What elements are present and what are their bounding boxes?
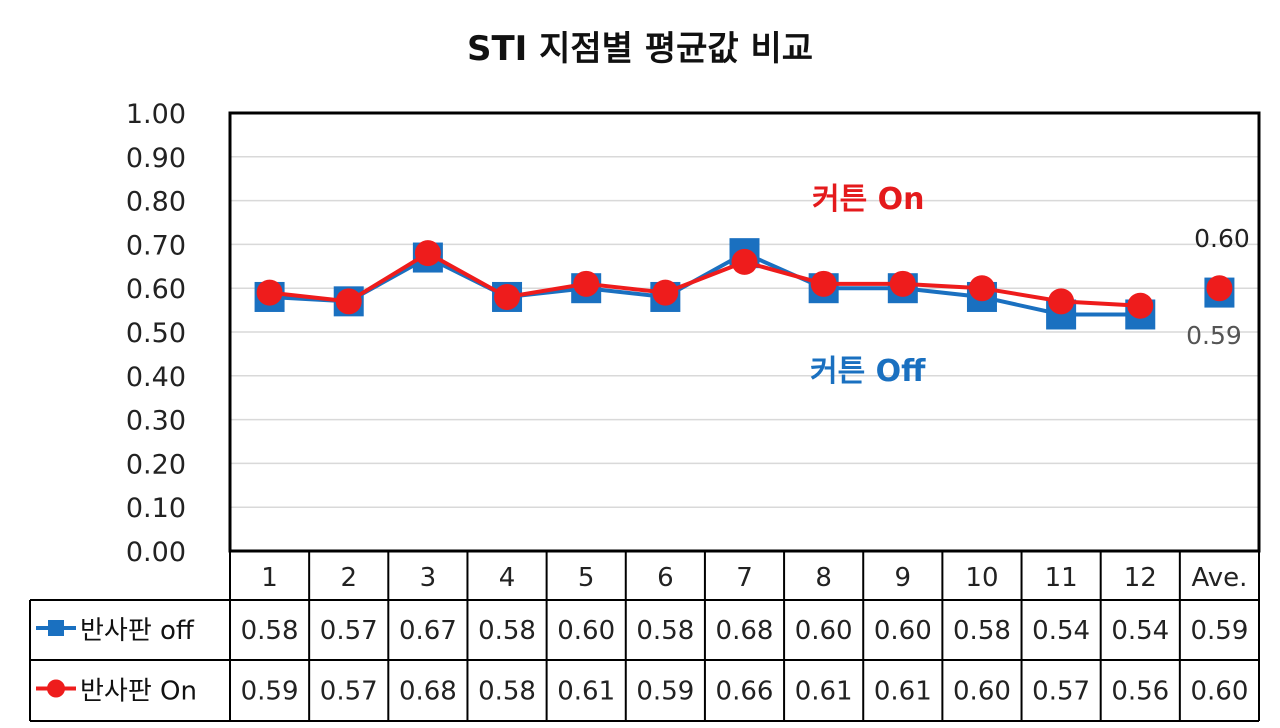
data-point-circle	[494, 283, 521, 310]
table-cell: 0.60	[874, 616, 932, 646]
x-tick-label: 1	[261, 563, 278, 593]
data-point-circle	[731, 248, 758, 275]
data-point-circle	[652, 279, 679, 306]
table-cell: 0.57	[320, 677, 378, 707]
table-cell: 0.58	[478, 616, 536, 646]
table-cell: 0.61	[557, 677, 615, 707]
table-cell: 0.66	[716, 677, 774, 707]
data-point-circle	[335, 288, 362, 315]
table-cell: 0.68	[716, 616, 774, 646]
x-tick-label: 12	[1124, 563, 1157, 593]
ave-on-value-label: 0.60	[1194, 224, 1250, 253]
y-tick-label: 0.10	[126, 493, 186, 524]
table-cell: 0.56	[1111, 677, 1169, 707]
x-tick-label: 3	[420, 563, 437, 593]
table-cell: 0.67	[399, 616, 457, 646]
x-tick-label: 7	[736, 563, 753, 593]
table-cell: 0.58	[241, 616, 299, 646]
x-tick-label: 9	[895, 563, 912, 593]
table-cell: 0.61	[874, 677, 932, 707]
legend-label: 반사판 off	[80, 616, 195, 646]
legend-label: 반사판 On	[80, 677, 197, 707]
data-point-circle	[573, 270, 600, 297]
plot-area-frame	[228, 111, 1261, 553]
data-point-circle	[810, 270, 837, 297]
curtain-on-label: 커튼 On	[812, 182, 925, 217]
table-cell: 0.60	[557, 616, 615, 646]
y-tick-label: 1.00	[126, 99, 186, 130]
x-tick-label: 8	[815, 563, 832, 593]
y-tick-label: 0.00	[126, 537, 186, 568]
data-point-circle	[1048, 288, 1075, 315]
legend-marker-square	[48, 620, 64, 636]
x-tick-label: 6	[657, 563, 674, 593]
y-tick-label: 0.80	[126, 187, 186, 218]
series-line	[269, 251, 1141, 317]
x-tick-label: 4	[499, 563, 516, 593]
data-point-circle	[1127, 292, 1154, 319]
data-point-circle	[889, 270, 916, 297]
ave-off-value-label: 0.59	[1186, 321, 1242, 350]
y-tick-label: 0.30	[126, 406, 186, 437]
y-tick-label: 0.90	[126, 143, 186, 174]
gridlines	[230, 156, 1259, 508]
legend-marker-circle	[47, 679, 65, 698]
y-tick-label: 0.60	[126, 274, 186, 305]
x-tick-label: 5	[578, 563, 595, 593]
data-point-circle	[256, 279, 283, 306]
x-tick-label: 11	[1045, 563, 1078, 593]
data-table: 1 2 3 4 5 6 7 8 9 10 11 12 Ave.반사판 off 0.58 0.57 0.67 0.…	[29, 551, 1260, 722]
table-cell: 0.59	[241, 677, 299, 707]
data-point-circle	[414, 240, 441, 267]
table-cell: 0.60	[795, 616, 853, 646]
y-axis: 0.00 0.10 0.20 0.30 0.40 0.50 0.60 0.70 0.80 0.90…	[126, 99, 186, 568]
curtain-off-label: 커튼 Off	[810, 354, 926, 389]
data-point-circle	[1206, 275, 1233, 302]
chart-title: STI 지점별 평균값 비교	[467, 29, 813, 69]
table-cell: 0.57	[1032, 677, 1090, 707]
series-layer	[254, 238, 1235, 330]
data-point-circle	[968, 275, 995, 302]
table-cell: 0.58	[636, 616, 694, 646]
y-tick-label: 0.20	[126, 449, 186, 480]
table-cell: 0.57	[320, 616, 378, 646]
series-line	[269, 251, 1141, 308]
x-tick-label: Ave.	[1191, 563, 1247, 593]
x-tick-label: 10	[965, 563, 998, 593]
y-tick-label: 0.40	[126, 362, 186, 393]
table-cell: 0.60	[953, 677, 1011, 707]
y-tick-label: 0.50	[126, 318, 186, 349]
table-cell: 0.58	[953, 616, 1011, 646]
table-cell: 0.60	[1190, 677, 1248, 707]
table-cell: 0.54	[1111, 616, 1169, 646]
table-cell: 0.58	[478, 677, 536, 707]
x-tick-label: 2	[340, 563, 357, 593]
table-cell: 0.61	[795, 677, 853, 707]
table-cell: 0.59	[1190, 616, 1248, 646]
y-tick-label: 0.70	[126, 230, 186, 261]
table-cell: 0.54	[1032, 616, 1090, 646]
table-cell: 0.59	[636, 677, 694, 707]
table-cell: 0.68	[399, 677, 457, 707]
